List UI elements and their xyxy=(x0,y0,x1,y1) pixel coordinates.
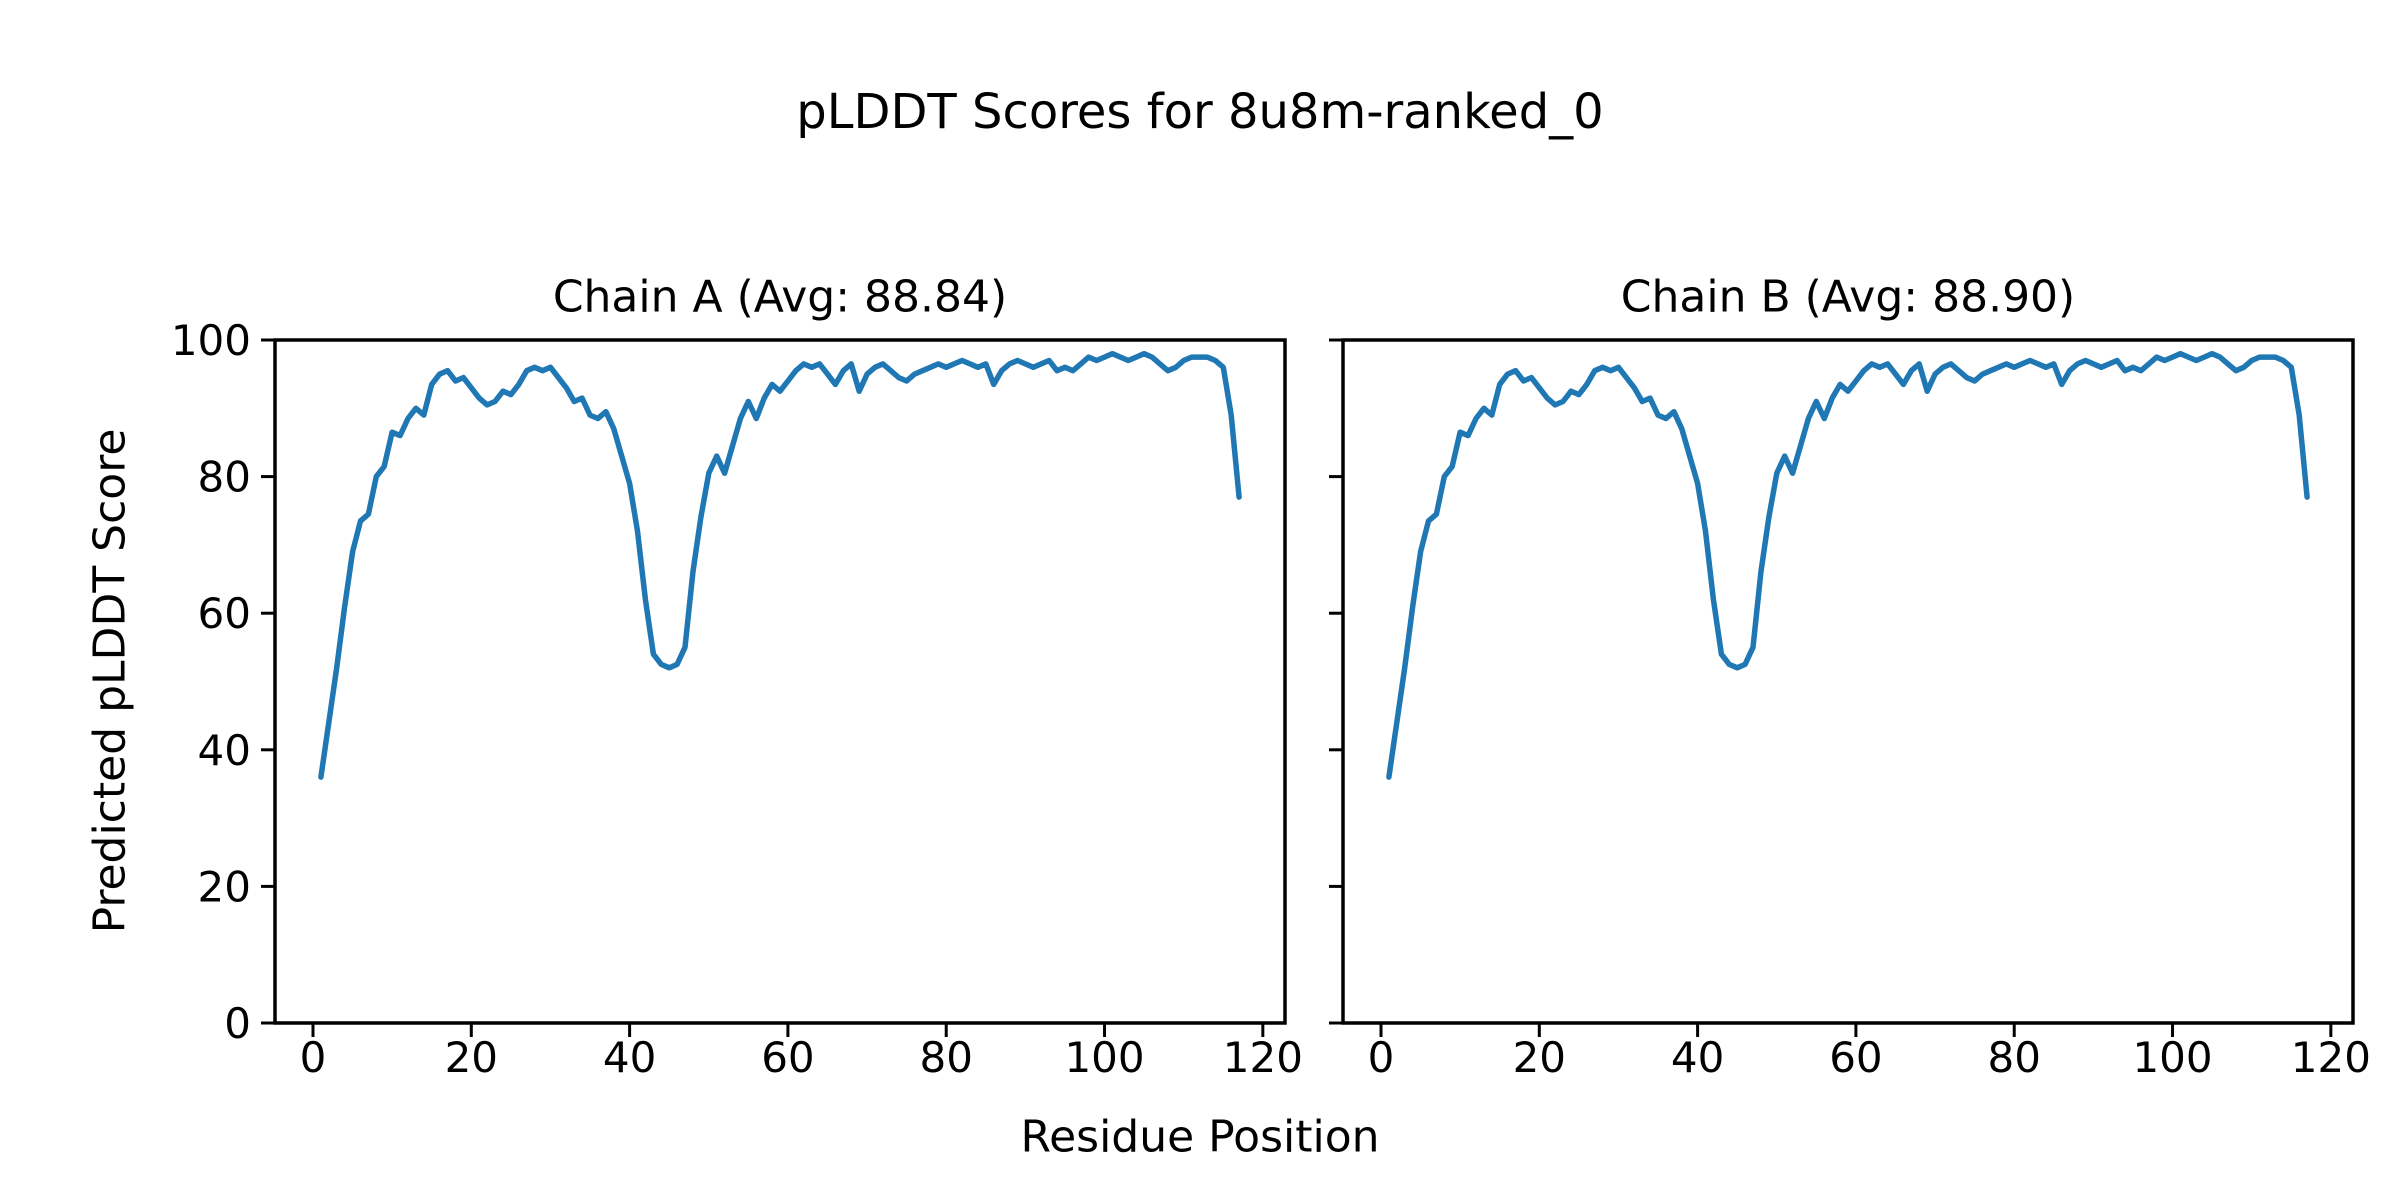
y-tick-label: 80 xyxy=(198,453,251,502)
x-tick-label: 100 xyxy=(2132,1033,2212,1082)
plddt-line-chain-B xyxy=(1386,350,2310,780)
x-tick-label: 0 xyxy=(1368,1033,1395,1082)
subplot-frame xyxy=(1341,338,2355,1025)
x-tick-label: 20 xyxy=(1513,1033,1566,1082)
y-tick-label: 0 xyxy=(224,999,251,1048)
x-tick-label: 0 xyxy=(300,1033,327,1082)
y-tick-label: 100 xyxy=(171,316,251,365)
x-tick-label: 40 xyxy=(1671,1033,1724,1082)
plddt-line-chain-A xyxy=(318,350,1242,780)
x-tick-label: 120 xyxy=(2291,1033,2371,1082)
x-tick-label: 80 xyxy=(919,1033,972,1082)
x-axis-label: Residue Position xyxy=(1020,1111,1380,1163)
x-tick-label: 60 xyxy=(1829,1033,1882,1082)
x-tick-label: 60 xyxy=(761,1033,814,1082)
x-tick-label: 100 xyxy=(1064,1033,1144,1082)
y-tick-label: 20 xyxy=(198,862,251,911)
y-tick-label: 40 xyxy=(198,726,251,775)
x-tick-label: 40 xyxy=(603,1033,656,1082)
subplot-b-title: Chain B (Avg: 88.90) xyxy=(1620,271,2076,323)
x-tick-label: 120 xyxy=(1223,1033,1303,1082)
figure-title: pLDDT Scores for 8u8m-ranked_0 xyxy=(796,84,1604,140)
subplot-a-title: Chain A (Avg: 88.84) xyxy=(552,271,1008,323)
subplot-frame xyxy=(273,338,1287,1025)
y-tick-label: 60 xyxy=(198,589,251,638)
x-tick-label: 80 xyxy=(1987,1033,2040,1082)
x-tick-label: 20 xyxy=(445,1033,498,1082)
